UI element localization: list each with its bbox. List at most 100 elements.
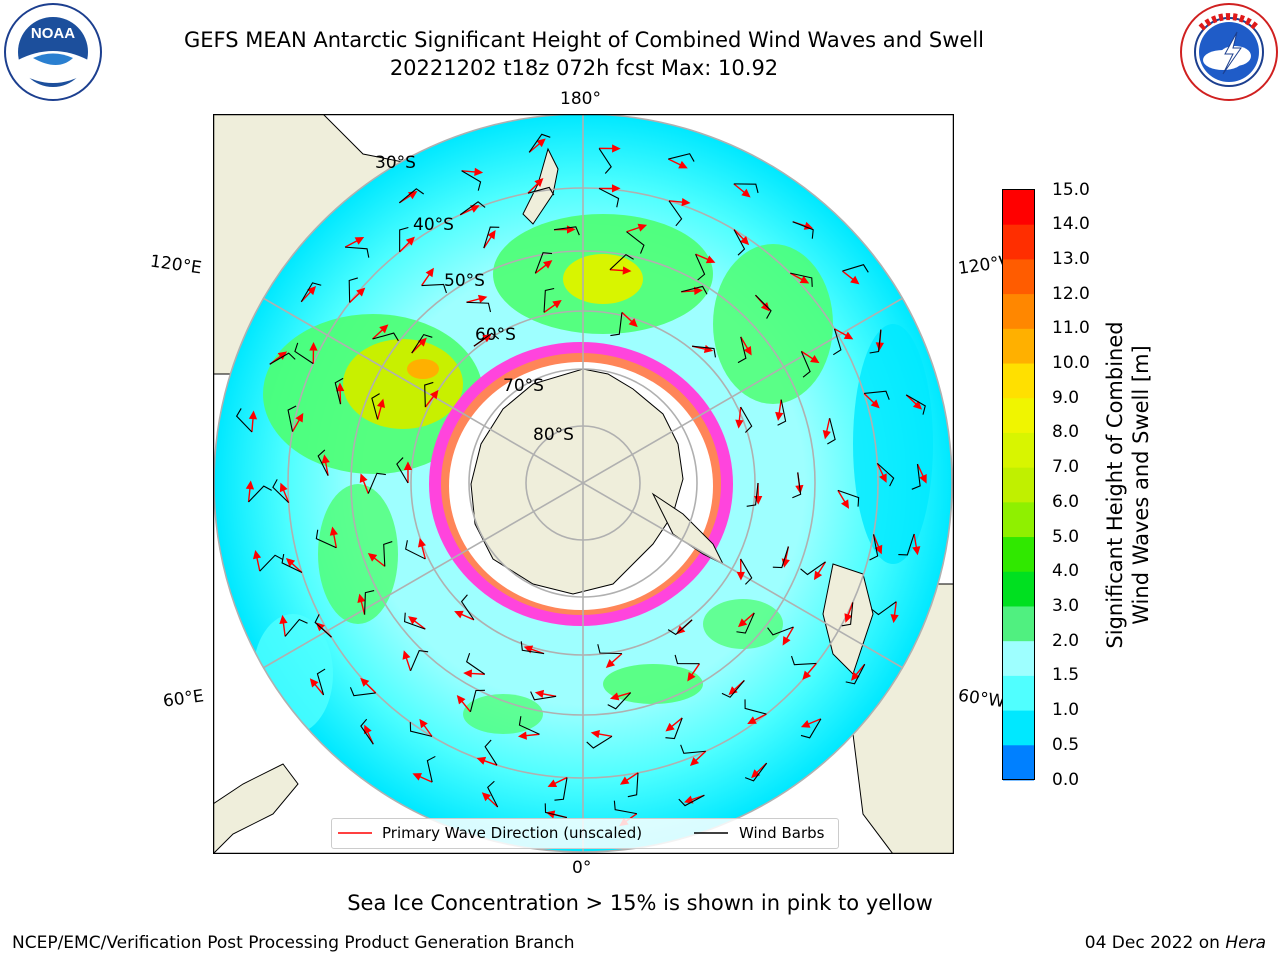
- wave-arrow: [665, 717, 683, 732]
- wave-arrow: [547, 776, 568, 787]
- wind-barb: [364, 590, 375, 615]
- wind-barb: [469, 689, 485, 712]
- wind-barb: [403, 612, 426, 630]
- wave-arrow: [421, 267, 434, 286]
- wave-arrow: [300, 286, 317, 303]
- colorbar-segment: [1003, 259, 1034, 295]
- colorbar-tick-label: 9.0: [1052, 387, 1080, 408]
- wind-barb: [864, 390, 890, 400]
- wind-barb: [680, 744, 706, 754]
- svg-text:NOAA: NOAA: [31, 25, 75, 42]
- wave-arrow: [605, 653, 623, 669]
- wave-arrow: [335, 382, 345, 405]
- wave-arrow: [621, 311, 638, 328]
- wind-barb: [905, 394, 926, 415]
- colorbar-segment: [1003, 432, 1034, 469]
- wind-barb: [314, 614, 332, 638]
- map-legend: Primary Wave Direction (unscaled) Wind B…: [331, 818, 839, 849]
- wind-barb: [348, 277, 358, 303]
- wave-arrow: [543, 299, 562, 313]
- wave-arrow: [466, 294, 488, 303]
- colorbar-segment: [1003, 537, 1034, 573]
- wave-arrow: [359, 473, 369, 494]
- wind-barb: [721, 680, 745, 698]
- wave-arrow: [309, 678, 325, 696]
- wind-barb: [411, 333, 433, 354]
- wind-barb: [668, 153, 695, 162]
- wave-arrow: [668, 158, 688, 169]
- wind-barb: [424, 381, 434, 408]
- wind-barb: [259, 554, 284, 572]
- wind-barb: [800, 718, 822, 739]
- wind-barb: [736, 612, 755, 634]
- wind-barb: [842, 264, 869, 273]
- colorbar-tick-label: 12.0: [1052, 283, 1090, 304]
- colorbar-tick-label: 10.0: [1052, 353, 1090, 374]
- wind-barb: [740, 558, 753, 585]
- wind-barb: [733, 229, 746, 256]
- wave-arrow: [775, 399, 784, 422]
- lat-label-60: 60°S: [475, 325, 516, 345]
- wind-barb: [281, 553, 303, 574]
- wind-barbs: [235, 133, 926, 819]
- wind-barb: [466, 653, 486, 675]
- wave-arrow: [517, 731, 540, 740]
- wave-arrow: [782, 626, 795, 646]
- colorbar-segment: [1003, 398, 1034, 434]
- wind-barb: [598, 148, 612, 174]
- wind-barb: [744, 699, 767, 715]
- colorbar-segment: [1003, 641, 1034, 677]
- wave-arrow: [695, 253, 716, 264]
- map-panel: 30°S 40°S 50°S 60°S 70°S 80°S: [212, 113, 955, 856]
- colorbar-segment: [1003, 675, 1034, 712]
- wind-barb: [396, 457, 409, 484]
- wave-arrow: [598, 184, 621, 193]
- wind-barb: [553, 226, 580, 236]
- wave-arrow: [402, 650, 412, 672]
- wave-arrow: [285, 557, 303, 574]
- wind-barb: [410, 650, 429, 672]
- wind-barb: [668, 200, 683, 227]
- lon-label-0: 0°: [572, 858, 592, 878]
- wind-barb: [613, 800, 637, 815]
- lon-label-180: 180°: [560, 89, 601, 109]
- map-frame: [212, 113, 955, 855]
- colorbar-tick-label: 3.0: [1052, 595, 1080, 616]
- polar-map: 30°S 40°S 50°S 60°S 70°S 80°S: [212, 113, 955, 856]
- lat-label-70: 70°S: [503, 376, 544, 396]
- colorbar-segment: [1003, 502, 1034, 538]
- wind-barb: [695, 253, 706, 281]
- wind-barb: [426, 755, 436, 783]
- lon-label-60e: 60°E: [161, 686, 206, 712]
- wind-barb: [610, 312, 623, 337]
- wind-barb: [626, 231, 645, 254]
- wind-barb: [530, 691, 557, 701]
- wind-barb: [334, 377, 344, 405]
- wave-arrow: [534, 260, 553, 274]
- wind-barb: [833, 328, 842, 356]
- wind-legend-line: [694, 832, 728, 834]
- wave-legend-line: [338, 832, 372, 834]
- wind-barb: [409, 722, 433, 737]
- wave-arrow: [329, 526, 338, 548]
- wind-barb: [534, 252, 553, 274]
- wind-barb: [421, 283, 447, 294]
- wind-barb: [461, 170, 482, 191]
- wave-arrow: [876, 463, 887, 483]
- colorbar-tick-label: 13.0: [1052, 248, 1090, 269]
- wind-barb: [777, 399, 787, 426]
- colorbar-tick-label: 6.0: [1052, 491, 1080, 512]
- wind-barb: [272, 479, 290, 504]
- wind-barb: [459, 201, 486, 216]
- colorbar-segment: [1003, 571, 1034, 607]
- wind-barb: [667, 619, 693, 636]
- wave-arrow: [411, 337, 427, 354]
- colorbar-label: Significant Height of Combined Wind Wave…: [1103, 321, 1153, 649]
- wave-high-region: [713, 244, 833, 404]
- antarctica-land: [470, 368, 684, 595]
- wind-barb: [483, 226, 500, 249]
- wind-barb: [294, 342, 314, 365]
- wave-arrow: [844, 602, 854, 623]
- sea-ice-caption: Sea Ice Concentration > 15% is shown in …: [347, 891, 933, 915]
- wave-arrow: [417, 538, 427, 560]
